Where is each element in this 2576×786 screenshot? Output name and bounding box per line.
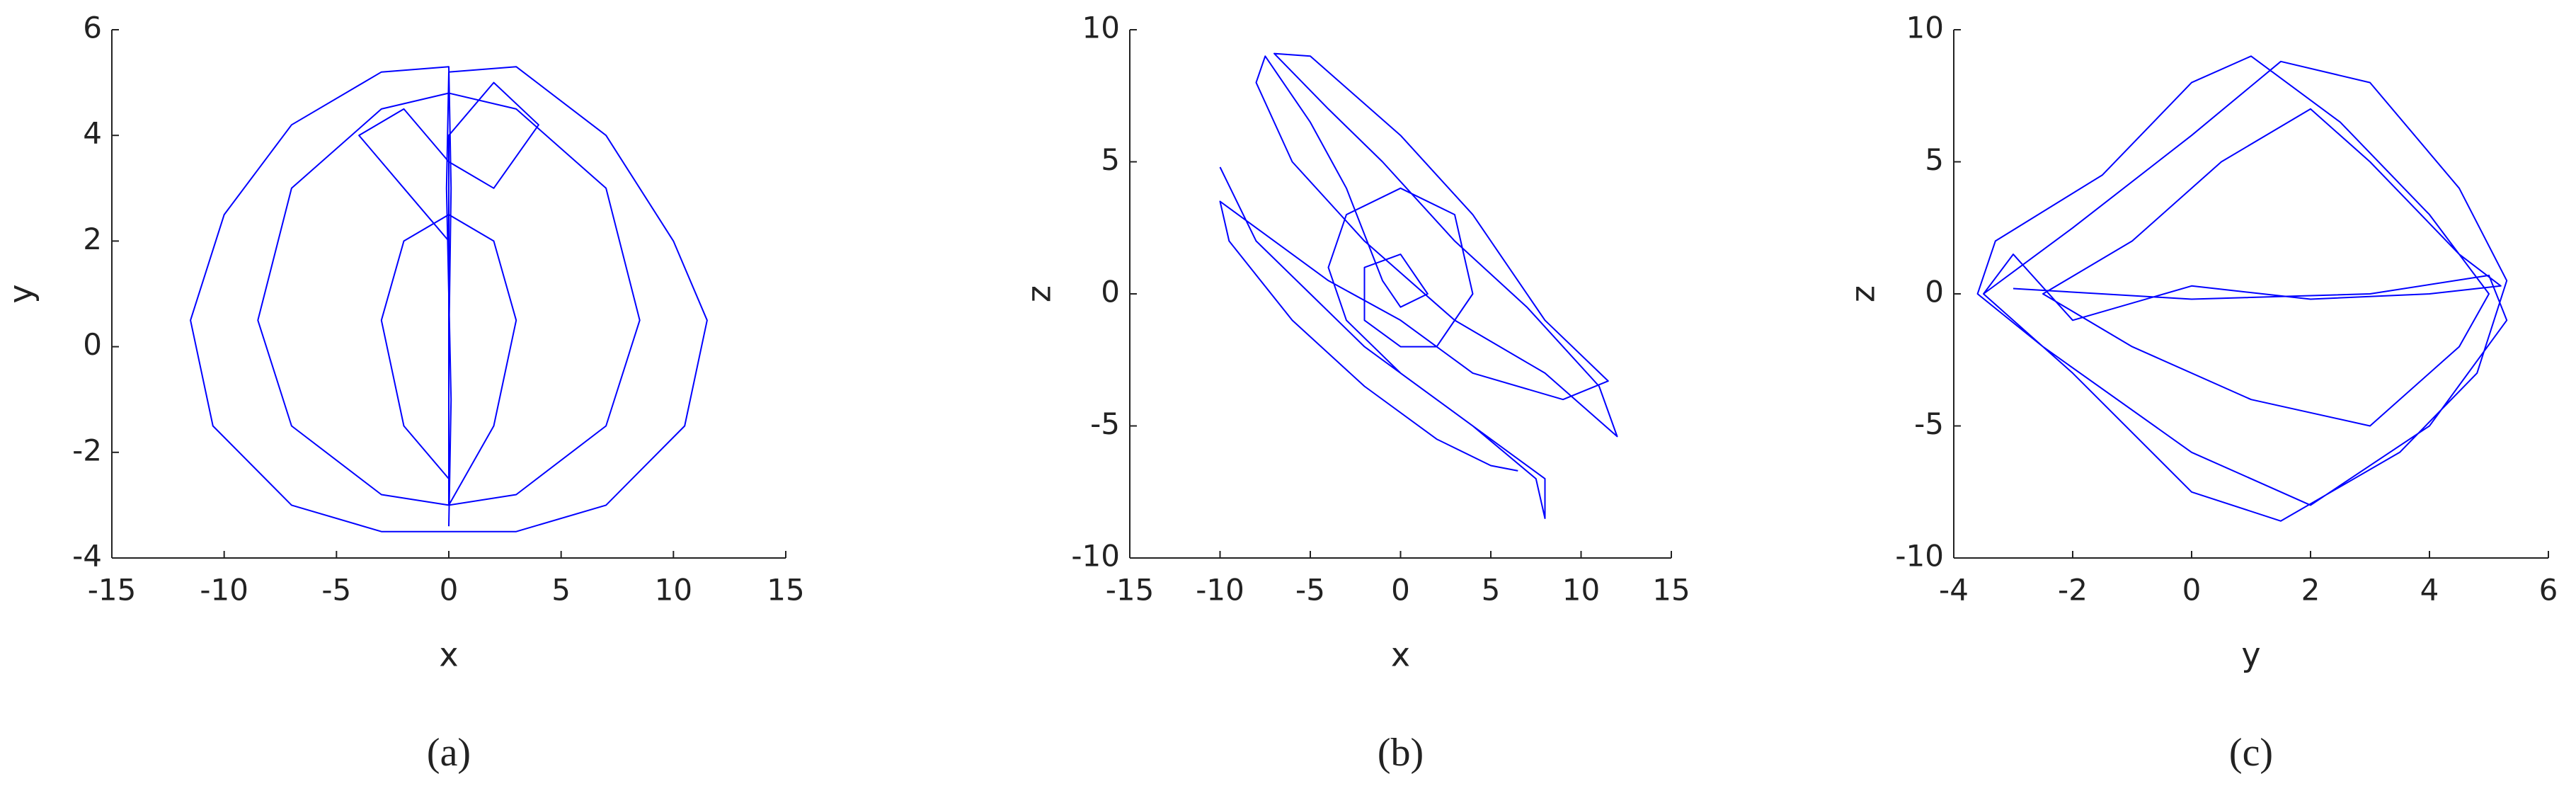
y-tick-label: 5 <box>1925 142 1944 177</box>
y-tick-label: 0 <box>1101 275 1120 309</box>
y-tick-label: 10 <box>1082 11 1120 45</box>
x-tick-label: -15 <box>88 573 137 608</box>
y-tick-label: -10 <box>1895 539 1944 574</box>
y-tick-label: 10 <box>1906 11 1944 45</box>
x-tick-label: -5 <box>1295 573 1325 608</box>
x-tick-label: -4 <box>1939 573 1969 608</box>
x-tick-label: 15 <box>1652 573 1690 608</box>
x-tick-label: -15 <box>1106 573 1155 608</box>
x-tick-label: -2 <box>2058 573 2088 608</box>
panel: -15 -10 -5 0 5 10 15 -4 -2 0 2 4 6 x y (a) <box>2 11 805 775</box>
y-tick-label: -10 <box>1071 539 1120 574</box>
y-tick-label: -4 <box>72 539 102 574</box>
x-tick-label: 0 <box>2182 573 2202 608</box>
y-tick-label: 0 <box>1925 275 1944 309</box>
x-tick-label: 10 <box>1562 573 1600 608</box>
panel-caption: (a) <box>427 731 471 775</box>
y-tick-label: 4 <box>83 116 102 151</box>
y-tick-label: -5 <box>1090 406 1120 441</box>
y-tick-label: 6 <box>83 11 102 45</box>
x-tick-label: 0 <box>440 573 459 608</box>
y-tick-label: -5 <box>1914 406 1944 441</box>
y-axis-label: y <box>2 284 40 303</box>
y-axis-label: z <box>1020 285 1058 302</box>
x-tick-label: 0 <box>1391 573 1410 608</box>
panel-caption: (c) <box>2229 731 2273 775</box>
y-axis-label: z <box>1844 285 1882 302</box>
trajectory <box>1976 55 2508 522</box>
x-tick-label: 2 <box>2301 573 2320 608</box>
x-tick-label: 5 <box>551 573 571 608</box>
panel-caption: (b) <box>1378 731 1424 775</box>
y-tick-label: 5 <box>1101 142 1120 177</box>
x-axis-label: x <box>439 636 458 674</box>
x-tick-label: -5 <box>321 573 351 608</box>
panel: -4 -2 0 2 4 6 -10 -5 0 5 10 y z (c) <box>1844 11 2558 775</box>
x-axis-label: y <box>2241 636 2260 674</box>
x-tick-label: 6 <box>2539 573 2558 608</box>
y-tick-label: 2 <box>83 222 102 256</box>
x-tick-label: 5 <box>1482 573 1501 608</box>
x-axis-label: x <box>1391 636 1410 674</box>
x-tick-label: 4 <box>2420 573 2439 608</box>
x-tick-label: -10 <box>200 573 248 608</box>
y-tick-label: 0 <box>83 327 102 362</box>
y-tick-label: -2 <box>72 433 102 467</box>
x-tick-label: 15 <box>767 573 804 608</box>
x-tick-label: 10 <box>655 573 692 608</box>
trajectory <box>1219 52 1618 519</box>
trajectory <box>190 66 708 532</box>
x-tick-label: -10 <box>1196 573 1244 608</box>
